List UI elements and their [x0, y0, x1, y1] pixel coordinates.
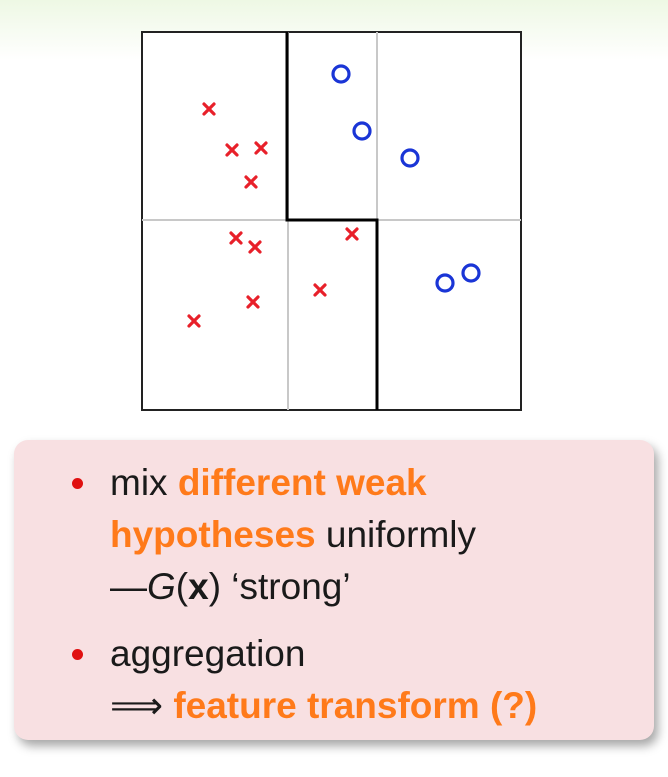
highlight-feature-transform: feature transform (?) [173, 685, 538, 726]
text-x-bold: x [188, 566, 209, 607]
x-mark [229, 231, 243, 245]
x-mark [202, 102, 216, 116]
text-strong: ) ‘strong’ [208, 566, 351, 607]
highlight-hypotheses: hypotheses [110, 514, 316, 555]
bullet-1-line-1: mix different weak [110, 464, 427, 501]
o-mark [435, 273, 455, 293]
x-mark [225, 143, 239, 157]
x-mark [244, 175, 258, 189]
data-points [187, 64, 481, 328]
text-dash: — [110, 566, 147, 607]
bullet-2-line-1: aggregation [110, 635, 305, 672]
x-mark [187, 314, 201, 328]
x-mark [254, 141, 268, 155]
x-mark [313, 283, 327, 297]
text-uniformly: uniformly [315, 514, 477, 555]
o-mark [461, 263, 481, 283]
o-mark [352, 121, 372, 141]
bullet-1-line-3: —G(x) ‘strong’ [110, 568, 351, 605]
x-mark [345, 227, 359, 241]
o-mark [331, 64, 351, 84]
bullet-box: mix different weak hypotheses uniformly … [14, 440, 654, 740]
text-paren-open: ( [175, 566, 189, 607]
text-aggregation: aggregation [110, 633, 306, 674]
bullet-dot-2 [72, 649, 83, 660]
text-mix: mix [110, 462, 178, 503]
o-mark [400, 148, 420, 168]
bullet-2-line-2: ⟹ feature transform (?) [110, 687, 537, 724]
decision-boundary [285, 32, 379, 410]
x-mark [248, 240, 262, 254]
highlight-different-weak: different weak [177, 462, 427, 503]
implies-arrow: ⟹ [110, 685, 174, 726]
bullet-1-line-2: hypotheses uniformly [110, 516, 476, 553]
bullet-dot-1 [72, 478, 83, 489]
decision-boundary-diagram [141, 31, 522, 411]
x-mark [246, 295, 260, 309]
text-g: G [147, 566, 176, 607]
